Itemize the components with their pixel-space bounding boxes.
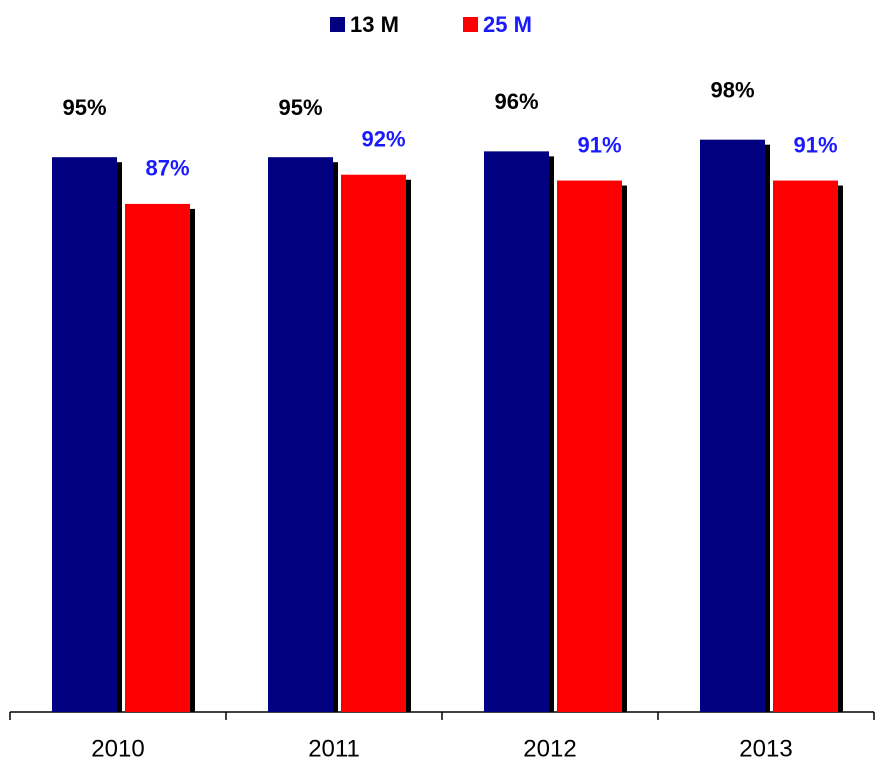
- bar: [700, 139, 765, 712]
- x-tick-label: 2012: [523, 735, 576, 762]
- bar: [125, 203, 190, 713]
- data-label: 95%: [62, 95, 106, 120]
- bar: [557, 180, 622, 712]
- x-tick-label: 2013: [739, 735, 792, 762]
- data-label: 95%: [278, 95, 322, 120]
- legend-swatch: [330, 17, 345, 32]
- data-label: 87%: [145, 156, 189, 181]
- bar: [268, 157, 333, 712]
- legend-label: 13 M: [350, 12, 399, 37]
- data-label: 91%: [793, 132, 837, 157]
- bar: [773, 180, 838, 712]
- x-tick-label: 2011: [308, 735, 360, 762]
- bar: [484, 151, 549, 713]
- data-label: 92%: [361, 127, 405, 152]
- legend-swatch: [463, 17, 478, 32]
- legend-label: 25 M: [483, 12, 532, 37]
- bar: [341, 174, 406, 713]
- x-tick-label: 2010: [91, 735, 144, 762]
- data-label: 91%: [577, 132, 621, 157]
- data-label: 96%: [494, 89, 538, 114]
- data-label: 98%: [710, 77, 754, 102]
- bar: [52, 157, 117, 712]
